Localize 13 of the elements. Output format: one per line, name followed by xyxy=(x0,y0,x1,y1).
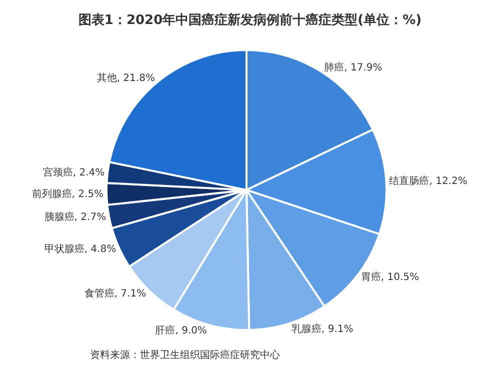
slice-label: 食管癌, 7.1% xyxy=(84,288,146,300)
slice-label: 肝癌, 9.0% xyxy=(155,324,207,337)
slice-label: 其他, 21.8% xyxy=(96,72,155,84)
slice-label: 甲状腺癌, 4.8% xyxy=(44,243,116,256)
slice-label: 肺癌, 17.9% xyxy=(324,61,382,74)
slice-label: 胃癌, 10.5% xyxy=(360,270,420,283)
slice-label: 乳腺癌, 9.1% xyxy=(292,323,354,336)
chart-title: 图表1：2020年中国癌症新发病例前十癌症类型(单位：%) xyxy=(78,12,422,28)
slice-label: 前列腺癌, 2.5% xyxy=(32,188,104,200)
slice-label: 胰腺癌, 2.7% xyxy=(44,210,106,223)
slice-label: 宫颈癌, 2.4% xyxy=(42,166,105,178)
slice-label: 结直肠癌, 12.2% xyxy=(389,175,468,188)
text: 资料来源：世界卫生组织国际癌症研究中心 xyxy=(90,349,280,361)
